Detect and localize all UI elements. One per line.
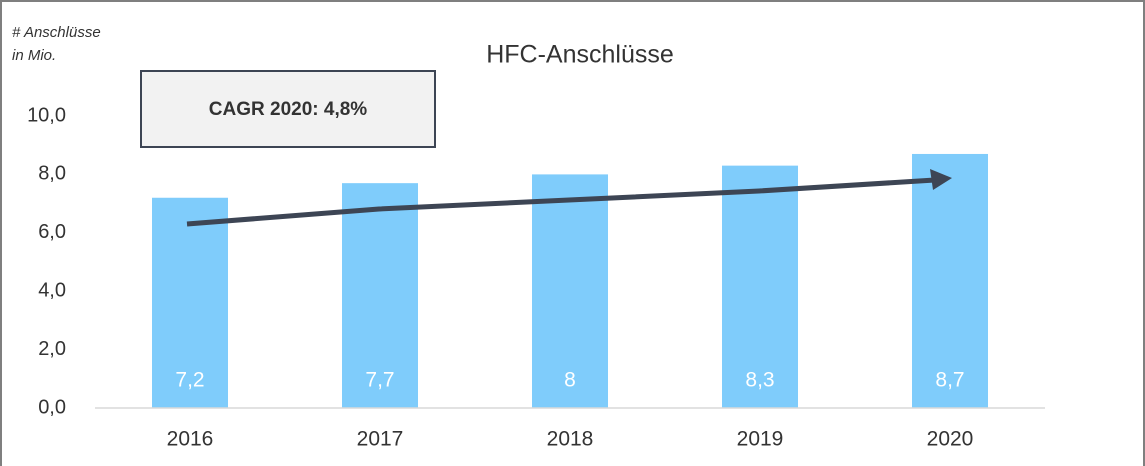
bar xyxy=(532,174,608,408)
value-label: 8,7 xyxy=(935,369,964,392)
y-axis-label: in Mio. xyxy=(12,47,56,64)
y-tick-label: 10,0 xyxy=(27,104,66,126)
plot: 7,2 7,7 8 8,3 8,7 xyxy=(152,153,988,408)
x-tick-label: 2018 xyxy=(547,428,594,451)
value-label: 8 xyxy=(564,369,576,392)
chart-title: HFC-Anschlüsse xyxy=(486,41,674,69)
value-label: 8,3 xyxy=(745,369,774,392)
bar xyxy=(152,197,228,408)
annotation: CAGR 2020: 4,8% xyxy=(209,99,368,120)
value-label: 7,7 xyxy=(365,369,394,392)
bar xyxy=(342,183,418,408)
x-tick-label: 2017 xyxy=(357,428,404,451)
x-tick-label: 2019 xyxy=(737,428,784,451)
x-tick-label: 2016 xyxy=(167,428,214,451)
trend-line xyxy=(186,177,936,227)
y-tick-label: 8,0 xyxy=(38,163,66,185)
y-tick-label: 0,0 xyxy=(38,396,66,418)
trend-arrow xyxy=(186,169,952,227)
value-label: 7,2 xyxy=(175,369,204,392)
annotation-box xyxy=(140,70,436,148)
y-tick-label: 4,0 xyxy=(38,279,66,301)
bar xyxy=(722,165,798,408)
arrow-head xyxy=(930,169,952,190)
y-axis-label: # Anschlüsse xyxy=(12,24,101,41)
x-tick-label: 2020 xyxy=(927,428,974,451)
y-tick-label: 2,0 xyxy=(38,338,66,360)
y-tick-label: 6,0 xyxy=(38,221,66,243)
bar xyxy=(912,153,988,408)
